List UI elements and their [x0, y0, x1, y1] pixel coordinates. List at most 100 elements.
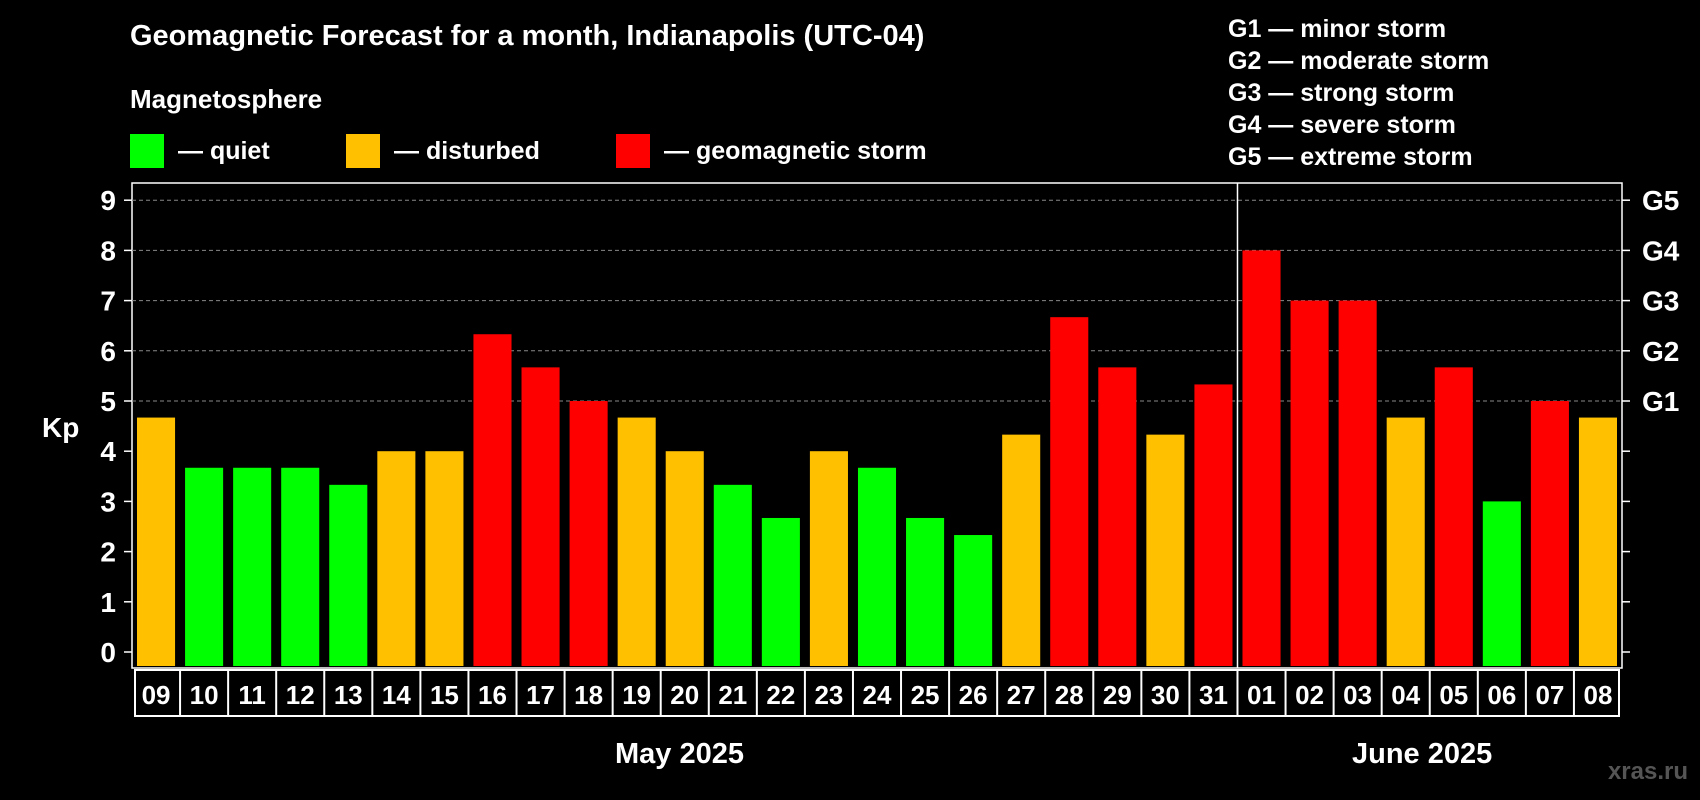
bar-09: [137, 417, 176, 666]
bar-26: [954, 535, 993, 666]
watermark: xras.ru: [1607, 758, 1688, 785]
bar-13: [329, 484, 368, 666]
date-label-21: 21: [718, 680, 747, 710]
bar-01: [1242, 250, 1281, 666]
y-tick-label-5: 5: [100, 386, 116, 417]
bar-30: [1146, 434, 1185, 666]
y-tick-label-1: 1: [100, 587, 116, 618]
date-label-09: 09: [142, 680, 171, 710]
date-label-26: 26: [959, 680, 988, 710]
bar-08: [1578, 417, 1617, 666]
right-tick-label-g3: G3: [1642, 286, 1679, 317]
bar-12: [281, 467, 320, 666]
date-label-19: 19: [622, 680, 651, 710]
right-tick-label-g5: G5: [1642, 185, 1679, 216]
y-tick-label-9: 9: [100, 185, 116, 216]
bar-27: [1002, 434, 1041, 666]
chart-title: Geomagnetic Forecast for a month, Indian…: [130, 20, 925, 52]
bar-07: [1530, 401, 1569, 666]
y-tick-label-2: 2: [100, 537, 116, 568]
month-label-may: May 2025: [615, 738, 744, 770]
bar-11: [233, 467, 272, 666]
bar-28: [1050, 317, 1089, 666]
plot-frame: [131, 182, 1623, 669]
date-label-02: 02: [1295, 680, 1324, 710]
bar-17: [521, 367, 560, 666]
legend-label-disturbed: — disturbed: [394, 136, 540, 165]
bar-24: [857, 467, 897, 666]
date-label-03: 03: [1343, 680, 1372, 710]
date-label-13: 13: [334, 680, 363, 710]
date-label-22: 22: [766, 680, 795, 710]
bar-04: [1386, 417, 1425, 666]
y-tick-label-8: 8: [100, 235, 116, 266]
legend-swatch-quiet: [130, 134, 164, 168]
bar-29: [1098, 367, 1137, 666]
y-tick-label-6: 6: [100, 336, 116, 367]
bar-15: [425, 451, 464, 666]
bar-20: [665, 451, 704, 666]
date-label-14: 14: [382, 680, 411, 710]
date-label-10: 10: [190, 680, 219, 710]
date-label-15: 15: [430, 680, 459, 710]
g-level-g5: G5 — extreme storm: [1228, 143, 1473, 171]
date-label-25: 25: [911, 680, 940, 710]
date-label-08: 08: [1584, 680, 1613, 710]
date-label-23: 23: [814, 680, 843, 710]
date-label-16: 16: [478, 680, 507, 710]
right-tick-label-g2: G2: [1642, 336, 1679, 367]
legend-item-quiet: — quiet: [130, 134, 270, 168]
g-level-g4: G4 — severe storm: [1228, 111, 1456, 139]
date-label-11: 11: [238, 680, 266, 710]
legend-title: Magnetosphere: [130, 84, 323, 114]
date-label-18: 18: [574, 680, 603, 710]
g-level-legend: G1 — minor storm G2 — moderate storm G3 …: [1228, 13, 1489, 173]
date-label-24: 24: [863, 680, 892, 710]
legend-swatch-storm: [616, 134, 650, 168]
bar-05: [1434, 367, 1473, 666]
bar-23: [809, 451, 848, 666]
right-tick-label-g1: G1: [1642, 386, 1679, 417]
date-label-01: 01: [1247, 680, 1276, 710]
bar-18: [569, 401, 608, 666]
date-label-12: 12: [286, 680, 315, 710]
bar-31: [1194, 384, 1233, 666]
y-tick-label-4: 4: [100, 436, 116, 467]
date-label-17: 17: [526, 680, 555, 710]
bar-16: [473, 334, 512, 666]
date-label-28: 28: [1055, 680, 1084, 710]
g-level-g2: G2 — moderate storm: [1228, 47, 1490, 75]
bar-14: [377, 451, 416, 666]
date-label-31: 31: [1199, 680, 1228, 710]
y-axis-label: Kp: [42, 412, 80, 443]
legend-swatch-disturbed: [346, 134, 380, 168]
bar-22: [761, 517, 800, 666]
right-tick-label-g4: G4: [1642, 235, 1680, 266]
date-label-29: 29: [1103, 680, 1132, 710]
legend-item-storm: — geomagnetic storm: [616, 134, 927, 168]
bar-25: [906, 517, 945, 666]
y-tick-label-7: 7: [100, 286, 116, 317]
date-label-27: 27: [1007, 680, 1036, 710]
bar-19: [617, 417, 656, 666]
date-label-30: 30: [1151, 680, 1180, 710]
date-label-06: 06: [1487, 680, 1516, 710]
bar-06: [1482, 501, 1521, 666]
g-level-g1: G1 — minor storm: [1228, 15, 1447, 43]
y-tick-label-3: 3: [100, 486, 116, 517]
legend-label-quiet: — quiet: [178, 136, 270, 165]
bar-21: [713, 484, 752, 666]
month-label-june: June 2025: [1352, 738, 1493, 770]
date-label-05: 05: [1439, 680, 1468, 710]
bar-02: [1290, 300, 1329, 666]
date-label-20: 20: [670, 680, 699, 710]
legend-item-disturbed: — disturbed: [346, 134, 540, 168]
legend-label-storm: — geomagnetic storm: [664, 136, 927, 165]
date-label-07: 07: [1535, 680, 1564, 710]
g-level-g3: G3 — strong storm: [1228, 79, 1455, 107]
bar-03: [1338, 300, 1377, 666]
y-tick-label-0: 0: [100, 637, 116, 668]
date-row-frame: [134, 669, 1620, 717]
bar-10: [185, 467, 224, 666]
